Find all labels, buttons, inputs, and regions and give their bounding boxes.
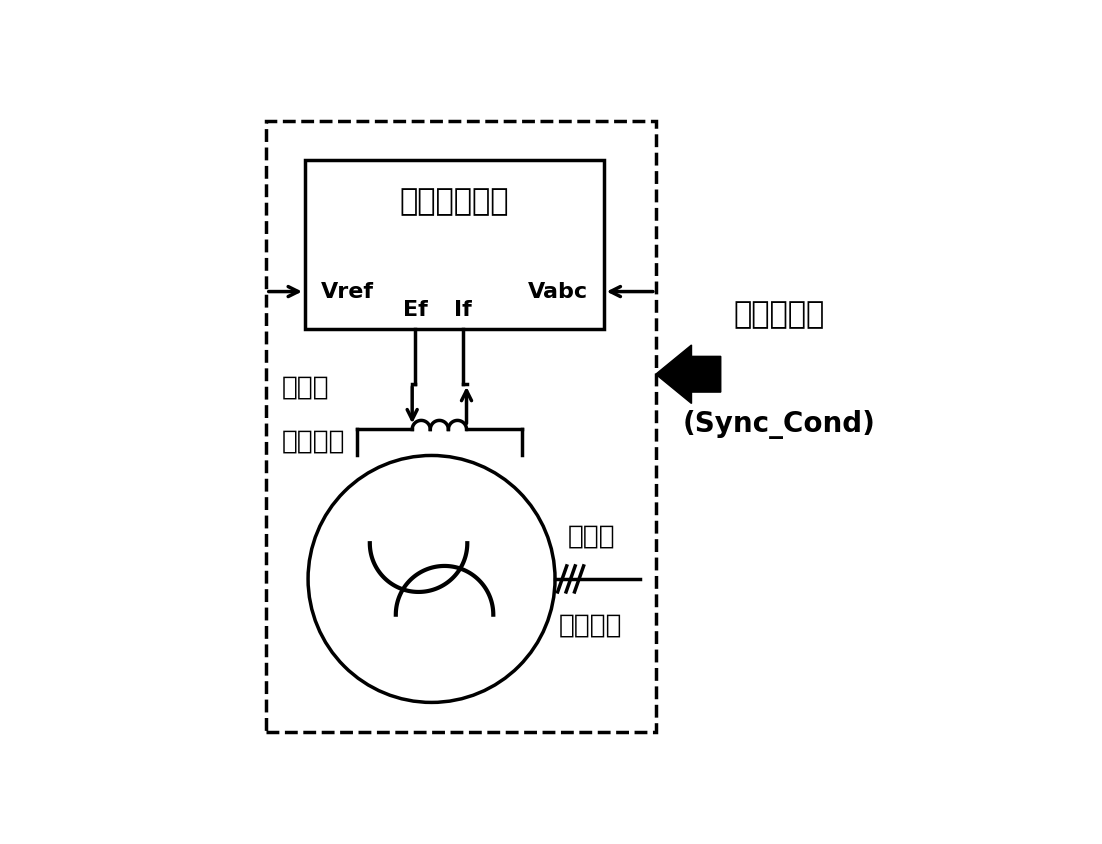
Text: 电枢绕组: 电枢绕组 — [559, 613, 622, 639]
Text: 励磁绕组: 励磁绕组 — [282, 428, 346, 454]
Bar — [305, 160, 604, 328]
FancyArrow shape — [656, 345, 721, 403]
Text: If: If — [454, 300, 472, 320]
Text: 定子侧: 定子侧 — [568, 523, 616, 549]
Text: 励磁控制系统: 励磁控制系统 — [400, 187, 509, 217]
Bar — [266, 121, 656, 732]
Text: (Sync_Cond): (Sync_Cond) — [683, 410, 876, 439]
Text: 同步调相机: 同步调相机 — [734, 300, 825, 329]
Text: Ef: Ef — [403, 300, 428, 320]
Text: 转子侧: 转子侧 — [282, 374, 329, 400]
Text: Vabc: Vabc — [528, 282, 587, 301]
Text: Vref: Vref — [321, 282, 374, 301]
